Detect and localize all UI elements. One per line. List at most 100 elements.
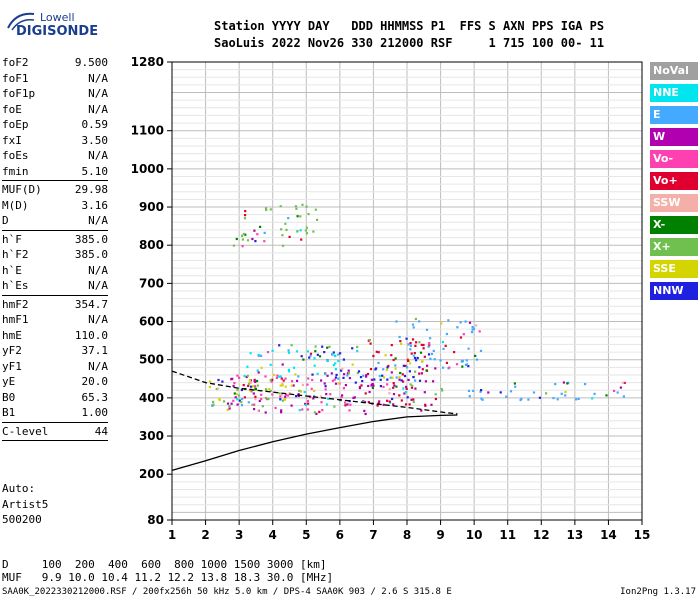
echo-point [278, 344, 281, 347]
echo-point [402, 364, 405, 367]
echo-point [297, 375, 300, 378]
echo-point [325, 403, 329, 406]
echo-point [346, 374, 349, 377]
echo-point [433, 358, 436, 361]
echo-point [236, 388, 239, 392]
echo-point [390, 371, 393, 374]
y-tick-label: 80 [147, 513, 164, 527]
echo-point [471, 328, 474, 331]
echo-point [243, 217, 247, 220]
param-row: yF1 N/A [0, 360, 110, 376]
echo-point [316, 218, 319, 221]
echo-point [605, 394, 608, 397]
param-name: hmE [2, 328, 22, 342]
echo-point [230, 378, 233, 381]
echo-point [287, 349, 290, 352]
echo-point [403, 392, 406, 395]
param-value: 354.7 [74, 297, 108, 311]
echo-point [246, 374, 249, 377]
echo-point [426, 364, 429, 367]
param-name: fxI [2, 133, 22, 147]
echo-point [404, 364, 407, 367]
param-row: yF2 37.1 [0, 344, 110, 360]
x-tick-label: 6 [336, 528, 344, 542]
echo-point [241, 238, 244, 241]
echo-point [410, 386, 414, 389]
echo-point [304, 229, 307, 232]
echo-point [253, 403, 256, 406]
param-name: yE [2, 375, 16, 388]
echo-point [253, 229, 256, 232]
echo-point [245, 375, 248, 379]
echo-point [295, 207, 298, 210]
echo-point [287, 217, 290, 220]
logo-line1: Lowell [40, 11, 75, 24]
echo-point [479, 390, 482, 393]
echo-point [235, 237, 238, 241]
echo-point [480, 397, 483, 400]
echo-point [394, 364, 397, 367]
param-name: foF2 [2, 56, 29, 69]
echo-point [288, 392, 291, 395]
x-tick-label: 14 [600, 528, 617, 542]
echo-point [264, 388, 268, 391]
echo-point [424, 403, 427, 406]
param-row: foF1 N/A [0, 72, 110, 88]
echo-point [304, 403, 307, 407]
echo-point [300, 355, 303, 358]
echo-point [364, 392, 367, 395]
echo-point [392, 382, 395, 385]
echo-point [398, 378, 401, 381]
param-name: C-level [2, 424, 49, 438]
echo-point [236, 398, 239, 401]
param-value: N/A [88, 214, 108, 227]
echo-point [392, 393, 396, 396]
echo-point [261, 405, 264, 408]
echo-point [474, 354, 477, 357]
echo-point [324, 385, 327, 388]
legend-item: NoVal [650, 62, 698, 80]
echo-point [209, 380, 212, 383]
echo-point [284, 222, 287, 225]
echo-point [257, 371, 260, 374]
echo-point [299, 215, 302, 218]
echo-point [339, 352, 342, 355]
echo-point [302, 358, 305, 361]
echo-point [348, 377, 351, 380]
echo-point [337, 359, 340, 363]
param-name: M(D) [2, 198, 29, 212]
echo-point [514, 385, 517, 388]
y-tick-label: 400 [139, 391, 164, 405]
echo-point [333, 405, 336, 408]
echo-point [401, 373, 404, 376]
param-name: D [2, 214, 9, 227]
echo-point [409, 344, 412, 347]
param-name: foF1p [2, 87, 36, 100]
param-name: hmF2 [2, 297, 29, 311]
echo-point [228, 404, 231, 408]
echo-point [315, 412, 318, 415]
param-value: N/A [88, 359, 108, 373]
param-row: h`Es N/A [0, 279, 110, 295]
echo-point [256, 379, 259, 383]
echo-point [354, 381, 357, 384]
echo-point [409, 348, 412, 351]
param-value: 385.0 [74, 232, 108, 246]
echo-point [554, 383, 557, 386]
legend-item: E [650, 106, 698, 124]
param-row: h`E N/A [0, 264, 110, 280]
echo-point [373, 378, 376, 381]
echo-point [253, 408, 256, 411]
echo-point [260, 366, 263, 369]
legend-item: SSW [650, 194, 698, 212]
echo-point [453, 351, 456, 354]
echo-point [475, 358, 479, 361]
echo-point [363, 409, 366, 412]
echo-point [306, 383, 309, 386]
echo-point [300, 238, 303, 241]
echo-point [314, 345, 317, 348]
echo-point [566, 382, 569, 385]
echo-point [284, 377, 287, 380]
echo-point [418, 372, 421, 375]
echo-point [478, 330, 481, 333]
